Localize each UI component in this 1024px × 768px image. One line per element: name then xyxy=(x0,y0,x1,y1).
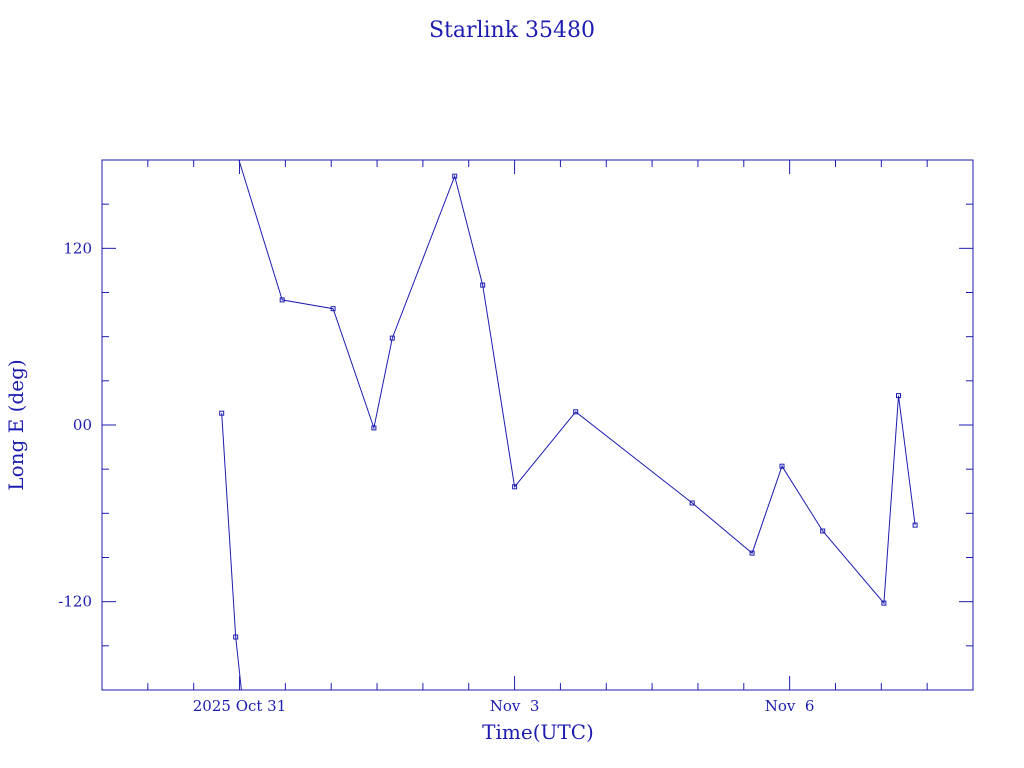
series-line-segment xyxy=(238,160,916,605)
data-point xyxy=(896,393,901,399)
y-tick-label: 00 xyxy=(73,416,92,434)
data-point xyxy=(689,500,695,506)
y-axis-title: Long E (deg) xyxy=(4,359,28,490)
data-point xyxy=(233,634,239,640)
data-point xyxy=(573,409,579,415)
data-point xyxy=(881,600,887,606)
plot-frame xyxy=(101,159,974,691)
tick-labels: 120 00 -120 2025 Oct 31 Nov 3 Nov 6 xyxy=(58,239,814,715)
series-line-segment xyxy=(221,413,242,690)
x-tick-label: Nov 3 xyxy=(490,697,540,715)
data-point xyxy=(512,484,518,490)
chart-title: Starlink 35480 xyxy=(429,18,595,43)
data-point xyxy=(912,522,918,528)
data-point xyxy=(820,528,826,534)
series-layer xyxy=(219,160,918,690)
x-axis-title: Time(UTC) xyxy=(482,720,594,744)
data-point xyxy=(389,335,395,341)
data-point xyxy=(480,282,486,288)
y-tick-label: 120 xyxy=(63,239,92,257)
data-point xyxy=(371,425,377,431)
data-point xyxy=(749,550,755,556)
data-point xyxy=(279,297,285,303)
data-point xyxy=(219,410,225,416)
tick-marks xyxy=(102,160,973,690)
data-point xyxy=(452,173,458,179)
y-tick-label: -120 xyxy=(58,593,92,611)
x-tick-label: Nov 6 xyxy=(765,697,815,715)
x-tick-label: 2025 Oct 31 xyxy=(193,697,287,715)
data-point xyxy=(779,463,785,469)
data-point xyxy=(330,306,336,312)
